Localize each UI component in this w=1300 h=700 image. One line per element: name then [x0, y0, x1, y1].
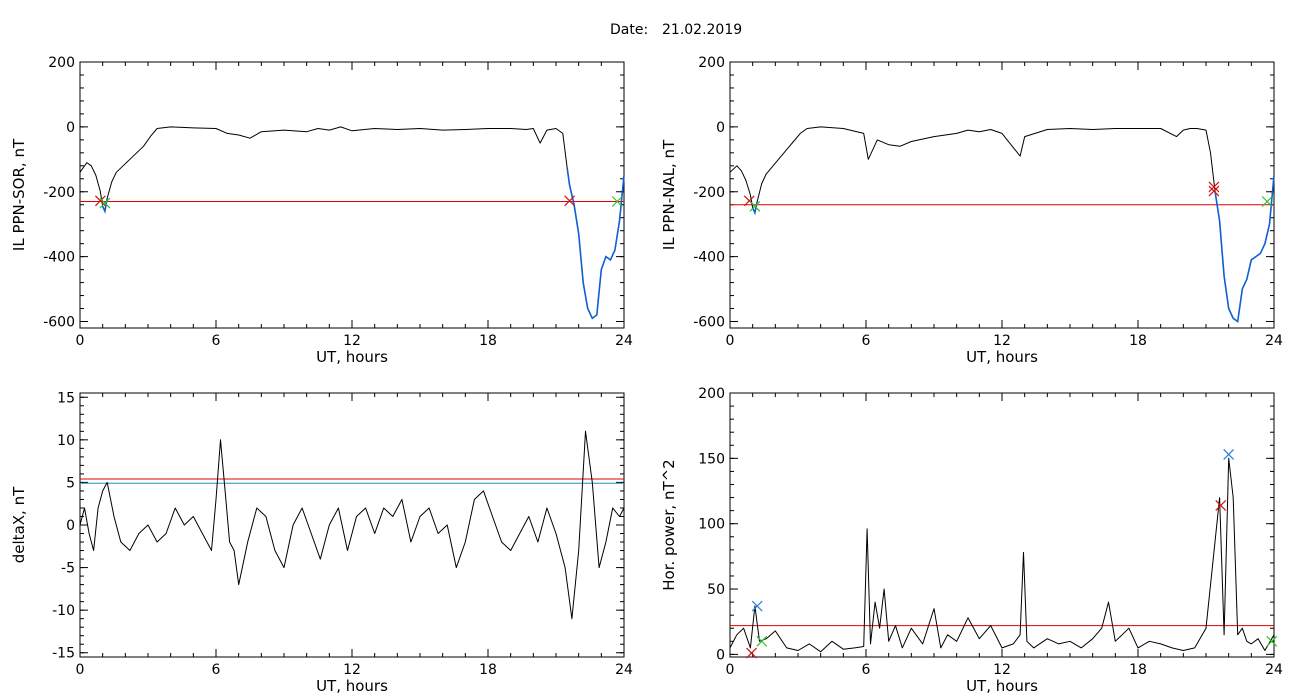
x-tick-label: 12: [993, 333, 1011, 349]
y-tick-label: -400: [43, 250, 75, 266]
date-label: Date:: [610, 22, 648, 38]
y-tick-label: -600: [693, 315, 725, 331]
x-tick-label: 0: [726, 333, 735, 349]
highlight-segment: [566, 168, 625, 320]
x-tick-label: 12: [993, 662, 1011, 678]
x-tick-label: 0: [76, 662, 85, 678]
plot-frame: [729, 392, 1275, 658]
x-tick-label: 6: [862, 333, 871, 349]
panel-hor-power: 0 6 12 18 24 200 150 100 50 0 UT, hours Hor. power,…: [660, 386, 1283, 695]
highlight-segment: [1214, 175, 1275, 323]
x-axis-label: UT, hours: [966, 348, 1038, 366]
marker-red: [746, 647, 757, 659]
x-tick-label: 18: [1129, 662, 1147, 678]
marker-blue: [1223, 449, 1235, 460]
y-tick-label: 10: [57, 433, 75, 449]
marker-green: [611, 196, 623, 207]
x-tick-label: 18: [479, 333, 497, 349]
marker-red: [1208, 181, 1220, 193]
y-tick-label: -200: [43, 185, 75, 201]
y-tick-label: -400: [693, 250, 725, 266]
y-axis-label: deltaX, nT: [10, 486, 28, 563]
marker-red: [1208, 185, 1220, 197]
marker-green: [99, 197, 111, 209]
highlight-segment: [101, 198, 108, 214]
y-tick-label: 5: [66, 475, 75, 491]
plot-frame: [729, 61, 1275, 329]
x-tick-label: 12: [343, 333, 361, 349]
plot-panels: 0 6 12 18 24 200 0 -200 -400 -600 UT, hours IL PPN-…: [10, 55, 1283, 695]
y-tick-label: 15: [57, 390, 75, 406]
x-tick-label: 12: [343, 662, 361, 678]
x-axis-label: UT, hours: [966, 677, 1038, 695]
x-tick-label: 24: [1265, 662, 1283, 678]
x-tick-label: 24: [615, 333, 633, 349]
series-line: [729, 457, 1275, 653]
x-tick-label: 24: [615, 662, 633, 678]
y-tick-label: 0: [66, 120, 75, 136]
y-tick-label: 200: [698, 55, 725, 71]
x-tick-label: 6: [862, 662, 871, 678]
y-tick-label: -10: [52, 603, 75, 619]
y-tick-label: 200: [698, 386, 725, 402]
marker-red: [564, 195, 576, 207]
x-tick-label: 6: [212, 662, 221, 678]
y-tick-label: -600: [43, 315, 75, 331]
x-tick-label: 24: [1265, 333, 1283, 349]
marker-green: [749, 200, 761, 212]
marker-blue: [751, 600, 763, 612]
x-tick-label: 18: [1129, 333, 1147, 349]
x-tick-label: 18: [479, 662, 497, 678]
y-tick-label: -5: [61, 561, 75, 577]
y-axis-label: IL PPN-SOR, nT: [10, 138, 28, 251]
y-axis-label: Hor. power, nT^2: [660, 459, 678, 590]
marker-red: [1215, 499, 1227, 511]
marker-green: [1266, 635, 1278, 647]
plot-frame: [79, 61, 625, 329]
x-tick-label: 0: [76, 333, 85, 349]
x-axis-label: UT, hours: [316, 677, 388, 695]
marker-green: [1261, 196, 1273, 207]
y-tick-label: 50: [707, 582, 725, 598]
x-axis-label: UT, hours: [316, 348, 388, 366]
date-value: 21.02.2019: [662, 22, 742, 38]
panel-il-ppn-nal: 0 6 12 18 24 200 0 -200 -400 -600 UT, hours IL PPN-…: [660, 55, 1283, 366]
x-tick-label: 6: [212, 333, 221, 349]
panel-delta-x: 0 6 12 18 24 15 10 5 0 -5 -10 -15 UT, hours deltaX, n…: [10, 390, 633, 695]
y-tick-label: 200: [48, 55, 75, 71]
y-tick-label: -15: [52, 646, 75, 662]
series-line: [79, 126, 625, 319]
figure-title: Date: 21.02.2019: [610, 22, 742, 38]
y-tick-label: 0: [716, 120, 725, 136]
y-tick-label: -200: [693, 185, 725, 201]
y-tick-label: 150: [698, 451, 725, 467]
x-tick-label: 0: [726, 662, 735, 678]
panel-il-ppn-sor: 0 6 12 18 24 200 0 -200 -400 -600 UT, hours IL PPN-…: [10, 55, 633, 366]
series-line: [729, 126, 1275, 322]
y-tick-label: 0: [716, 647, 725, 663]
series-line: [79, 430, 625, 620]
y-tick-label: 0: [66, 518, 75, 534]
y-tick-label: 100: [698, 517, 725, 533]
y-axis-label: IL PPN-NAL, nT: [660, 139, 678, 250]
marker-green: [756, 635, 768, 647]
